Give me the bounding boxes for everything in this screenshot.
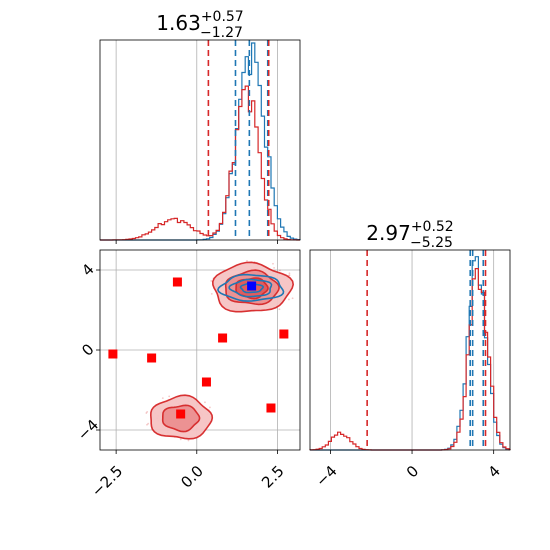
joint-sample-1-46 (168, 395, 171, 398)
joint-sample-1-27 (187, 439, 190, 442)
joint-red-marker-0 (172, 277, 182, 287)
joint-red-marker-4 (279, 329, 289, 339)
marginal-x-frame (99, 39, 301, 241)
marginal-y-frame (309, 249, 511, 451)
joint-red-marker-5 (201, 377, 211, 387)
joint-blue-contour-0 (217, 273, 285, 302)
joint-ytick-label-0: −4 (74, 416, 102, 444)
joint-red-marker-3 (218, 333, 228, 343)
joint-blue-marker-0 (247, 281, 257, 291)
joint-red-marker-7 (176, 409, 186, 419)
joint-red-marker-6 (266, 403, 276, 413)
joint-panel: −2.5 0.0 2.5 −4 0 4 (74, 249, 301, 500)
joint-sample-1-14 (209, 406, 211, 409)
joint-ytick-label-1: 0 (78, 340, 97, 359)
joint-sample-0-16 (272, 262, 274, 265)
joint-sample-1-37 (145, 412, 148, 414)
marginal-y-title: 2.97+0.52 (366, 219, 453, 245)
joint-sample-0-44 (246, 260, 248, 262)
joint-sample-1-21 (204, 401, 206, 404)
joint-sample-0-11 (291, 297, 294, 300)
joint-markers (108, 277, 289, 419)
joint-sample-0-19 (273, 266, 275, 269)
param2-median: 2.97 (366, 221, 411, 245)
marginal-y-ticks: −4 0 4 (312, 450, 504, 490)
joint-x-ticks: −2.5 0.0 2.5 (88, 450, 288, 500)
joint-sample-1-19 (147, 422, 150, 425)
joint-sample-0-58 (210, 292, 213, 295)
marginal-x-ticks (115, 240, 278, 244)
marginal-y-tick-label-1: 0 (403, 462, 422, 481)
marginal-x-title: 1.63+0.57 (156, 9, 243, 35)
joint-ytick-label-2: 4 (78, 260, 97, 279)
param1-minus-error: −1.27 (200, 25, 243, 41)
joint-xtick-label-0: −2.5 (88, 462, 126, 500)
marginal-x-background (100, 40, 300, 240)
joint-sample-0-37 (278, 308, 281, 311)
joint-sample-0-48 (210, 280, 213, 282)
joint-sample-0-38 (288, 298, 290, 301)
joint-red-marker-1 (108, 349, 118, 359)
joint-red-marker-2 (147, 353, 157, 363)
joint-blue-contour-2 (239, 282, 264, 294)
joint-xtick-label-1: 0.0 (177, 462, 207, 492)
joint-xtick-label-2: 2.5 (258, 462, 288, 492)
joint-sample-1-33 (179, 438, 182, 441)
joint-y-ticks: −4 0 4 (74, 260, 102, 444)
joint-sample-1-28 (146, 423, 148, 426)
joint-sample-1-11 (161, 397, 164, 400)
param1-median: 1.63 (156, 11, 201, 35)
joint-sample-0-47 (288, 272, 291, 275)
marginal-y-tick-label-2: 4 (484, 462, 503, 481)
param2-minus-error: −5.25 (410, 235, 453, 251)
marginal-y-background (310, 250, 510, 450)
joint-sample-0-50 (278, 269, 281, 272)
marginal-y-tick-label-0: −4 (312, 462, 340, 490)
param2-plus-error: +0.52 (411, 219, 454, 235)
joint-sample-1-24 (146, 410, 149, 413)
marginal-y-panel: −4 0 4 2.97+0.52 −5.25 (309, 219, 511, 490)
joint-sample-0-21 (288, 274, 291, 277)
param1-plus-error: +0.57 (201, 9, 244, 25)
joint-blue-contour-1 (228, 278, 273, 298)
marginal-x-panel: 1.63+0.57 −1.27 (99, 9, 301, 244)
